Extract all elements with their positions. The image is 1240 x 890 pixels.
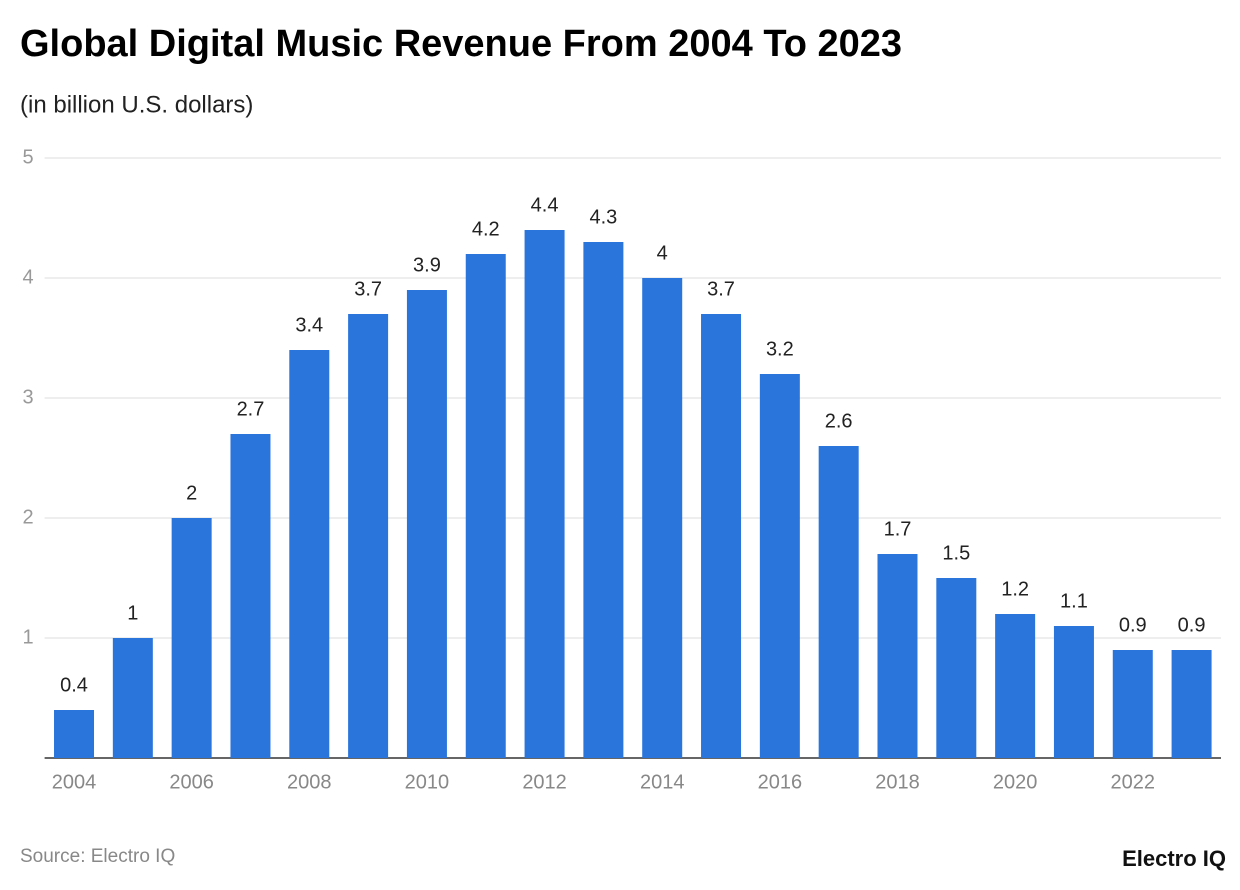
value-label: 1.5 xyxy=(942,542,970,564)
value-label: 3.2 xyxy=(766,338,794,360)
bar xyxy=(1171,650,1212,758)
value-label: 2.7 xyxy=(237,398,265,420)
value-label: 4.3 xyxy=(589,206,617,228)
bar xyxy=(583,242,624,758)
x-tick-label: 2004 xyxy=(52,771,97,793)
logo: Electro IQ xyxy=(1122,846,1226,871)
value-label: 1 xyxy=(127,602,138,624)
value-label: 4 xyxy=(657,242,668,264)
bar xyxy=(406,290,447,758)
bar xyxy=(348,314,389,758)
bar xyxy=(54,710,95,758)
bar xyxy=(818,446,859,758)
bar xyxy=(171,518,212,758)
y-tick-label: 2 xyxy=(22,506,33,528)
bar xyxy=(465,254,506,758)
value-label: 3.9 xyxy=(413,254,441,276)
value-label: 1.2 xyxy=(1001,578,1029,600)
value-label: 4.4 xyxy=(531,194,559,216)
x-tick-label: 2016 xyxy=(758,771,803,793)
value-label: 0.9 xyxy=(1119,614,1147,636)
x-tick-label: 2012 xyxy=(522,771,567,793)
value-label: 0.4 xyxy=(60,674,88,696)
x-tick-label: 2008 xyxy=(287,771,332,793)
bar xyxy=(1112,650,1153,758)
bar xyxy=(1053,626,1094,758)
y-tick-label: 5 xyxy=(22,146,33,168)
bar xyxy=(230,434,271,758)
value-label: 0.9 xyxy=(1178,614,1206,636)
x-tick-label: 2022 xyxy=(1111,771,1156,793)
value-label: 2 xyxy=(186,482,197,504)
value-label: 1.7 xyxy=(884,518,912,540)
chart-subtitle: (in billion U.S. dollars) xyxy=(20,91,253,118)
bar xyxy=(877,554,918,758)
bar xyxy=(701,314,742,758)
y-tick-label: 3 xyxy=(22,386,33,408)
bar xyxy=(524,230,565,758)
x-tick-label: 2010 xyxy=(405,771,450,793)
bar xyxy=(289,350,330,758)
bar xyxy=(995,614,1036,758)
value-label: 4.2 xyxy=(472,218,500,240)
x-tick-label: 2020 xyxy=(993,771,1038,793)
x-tick-label: 2006 xyxy=(169,771,214,793)
bar xyxy=(112,638,153,758)
x-tick-label: 2014 xyxy=(640,771,685,793)
value-label: 3.4 xyxy=(295,314,323,336)
value-label: 3.7 xyxy=(707,278,735,300)
value-label: 3.7 xyxy=(354,278,382,300)
value-label: 2.6 xyxy=(825,410,853,432)
bar xyxy=(642,278,683,758)
y-tick-label: 4 xyxy=(22,266,33,288)
bar xyxy=(759,374,800,758)
value-label: 1.1 xyxy=(1060,590,1088,612)
x-tick-label: 2018 xyxy=(875,771,920,793)
source: Source: Electro IQ xyxy=(20,846,175,867)
y-tick-label: 1 xyxy=(22,626,33,648)
chart-title: Global Digital Music Revenue From 2004 T… xyxy=(20,23,902,65)
bar xyxy=(936,578,977,758)
